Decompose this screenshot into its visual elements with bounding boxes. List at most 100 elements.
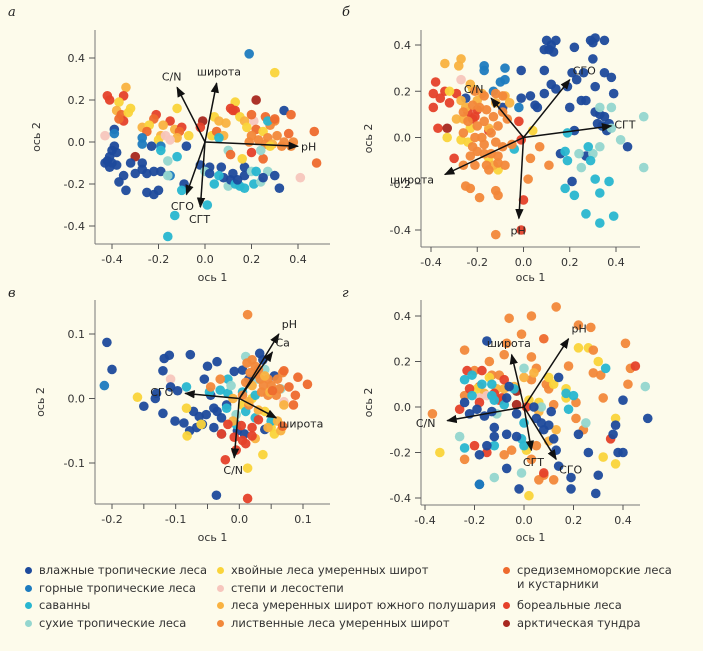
data-point-conif xyxy=(183,130,194,141)
data-point-decid xyxy=(481,104,492,115)
data-point-med xyxy=(267,385,278,396)
y-tick-label: 0.2 xyxy=(394,356,412,369)
panel-letter: г xyxy=(342,286,349,301)
data-point-bor xyxy=(247,431,257,441)
data-point-bor xyxy=(433,123,443,134)
data-point-sav xyxy=(239,183,250,193)
data-point-decid xyxy=(534,141,545,152)
data-point-wet xyxy=(111,147,122,158)
data-point-dry xyxy=(606,102,617,113)
data-point-bor xyxy=(516,225,526,235)
legend-dot xyxy=(25,619,32,627)
data-point-sav xyxy=(202,200,213,210)
y-tick-label: -0.1 xyxy=(64,457,85,470)
data-point-decid xyxy=(465,151,476,161)
data-point-bor xyxy=(240,438,251,449)
data-point-bor xyxy=(228,105,238,116)
data-point-bor xyxy=(247,422,257,433)
data-point-dry xyxy=(638,111,649,122)
vector-label: pH xyxy=(572,323,587,336)
data-point-sav xyxy=(467,370,477,380)
data-point-bor xyxy=(165,116,175,126)
data-point-dry xyxy=(574,148,584,159)
data-point-med xyxy=(290,390,301,401)
y-tick-label: 0.0 xyxy=(68,136,86,149)
data-point-bor xyxy=(104,95,115,105)
data-point-wet xyxy=(104,162,115,172)
data-point-step xyxy=(165,135,175,145)
x-tick-label: -0.2 xyxy=(101,513,122,526)
x-tick-label: -0.2 xyxy=(148,253,169,266)
data-point-bor xyxy=(253,414,264,425)
data-point-bor xyxy=(242,493,253,504)
data-point-wet xyxy=(610,420,621,431)
data-point-bor xyxy=(444,98,455,108)
data-point-wet xyxy=(606,72,617,83)
data-point-decid xyxy=(531,440,542,451)
data-point-bor xyxy=(430,77,441,87)
data-point-dry xyxy=(536,402,547,412)
data-point-mont xyxy=(99,380,110,391)
data-point-decid xyxy=(620,338,631,349)
data-point-wet xyxy=(608,88,619,99)
data-point-decid xyxy=(595,370,606,380)
loading-vector xyxy=(443,136,524,176)
data-point-wet xyxy=(573,429,584,440)
data-point-sav xyxy=(595,188,605,198)
data-point-sav xyxy=(214,133,224,143)
x-tick-label: 0.0 xyxy=(231,513,249,526)
data-point-south xyxy=(451,114,462,124)
data-point-wet xyxy=(149,166,159,177)
x-tick-label: 0.1 xyxy=(294,513,312,526)
legend-label: средиземноморские леса и кустарники xyxy=(517,563,672,591)
data-point-sav xyxy=(489,395,500,405)
data-point-wet xyxy=(599,35,610,46)
data-point-decid xyxy=(588,345,599,355)
data-point-decid xyxy=(458,128,469,138)
x-tick-label: 0.4 xyxy=(289,253,307,266)
data-point-wet xyxy=(237,365,248,375)
data-point-sav xyxy=(585,155,596,166)
x-tick-label: 0.2 xyxy=(565,514,583,527)
data-point-bor xyxy=(435,93,446,103)
panel-4: г -0.4 -0.2 0.0 0.2 0.4 0.4 0.2 0.0 -0.2 -0.4 ось 1… xyxy=(342,286,653,544)
legend-label: хвойные леса умеренных широт xyxy=(231,563,429,577)
data-point-wet xyxy=(599,67,610,78)
legend-item-wet-tropical-forests: влажные тропические леса xyxy=(25,563,207,581)
data-point-sav xyxy=(221,403,232,413)
data-point-wet xyxy=(553,461,564,471)
data-point-wet xyxy=(212,356,222,367)
data-point-wet xyxy=(514,484,524,494)
data-point-sav xyxy=(563,404,574,415)
loading-vector xyxy=(204,82,219,143)
data-point-conif xyxy=(610,413,621,424)
data-point-sav xyxy=(172,151,182,162)
legend-item-southern-temperate-forests: леса умеренных широт южного полушария xyxy=(217,598,496,616)
data-point-dry xyxy=(595,141,605,152)
loading-vector xyxy=(446,406,525,424)
data-point-med xyxy=(286,109,296,120)
x-tick-label: -0.2 xyxy=(467,256,488,269)
data-point-step xyxy=(100,130,110,141)
data-point-sav xyxy=(181,382,192,392)
data-point-decid xyxy=(526,311,537,321)
data-point-conif xyxy=(265,141,275,151)
y-tick-label: -0.4 xyxy=(64,220,85,233)
data-point-conif xyxy=(524,490,534,501)
data-point-wet xyxy=(551,35,561,46)
data-point-decid xyxy=(427,409,438,419)
data-point-wet xyxy=(548,47,559,57)
data-point-mont xyxy=(474,479,485,490)
data-point-decid xyxy=(272,374,283,384)
data-point-wet xyxy=(489,431,500,442)
data-point-sav xyxy=(215,385,226,395)
loading-vector xyxy=(204,141,300,150)
data-point-decid xyxy=(488,111,499,122)
y-tick-label: -0.2 xyxy=(390,447,411,460)
data-point-mont xyxy=(244,49,254,59)
data-point-decid xyxy=(506,445,517,456)
data-point-south xyxy=(260,371,270,381)
data-point-sav xyxy=(214,170,224,181)
legend-item-savannas: саванны xyxy=(25,598,207,616)
vector-label: C/N xyxy=(223,464,243,477)
